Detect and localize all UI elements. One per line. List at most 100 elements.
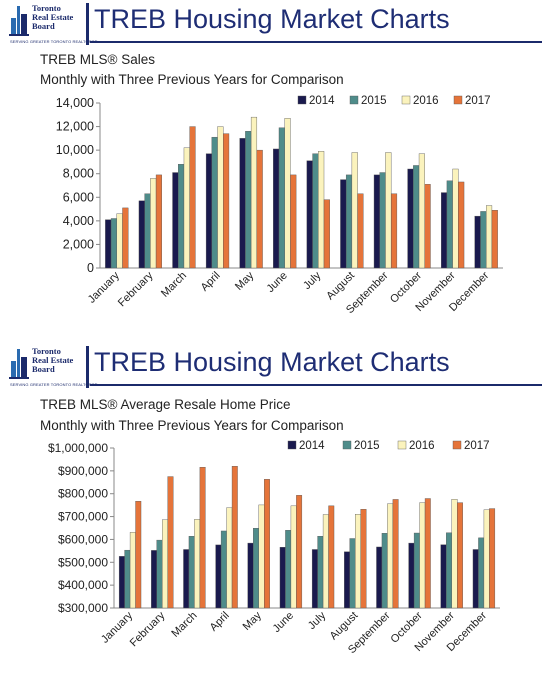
header-underline — [90, 41, 542, 43]
legend-label: 2014 — [309, 95, 335, 107]
bar-2017-september — [392, 499, 399, 609]
bar-2015-january — [124, 549, 131, 609]
bar-2017-october — [424, 184, 431, 269]
page-title: TREB Housing Market Charts — [94, 4, 450, 34]
bar-2015-february — [156, 539, 163, 609]
x-tick-label: June — [271, 610, 296, 635]
x-tick-label: July — [306, 609, 329, 632]
bar-2016-august — [351, 152, 358, 269]
bar-2017-may — [256, 149, 263, 269]
bar-2017-june — [290, 174, 297, 269]
building-icon — [9, 349, 29, 379]
bar-2015-march — [178, 164, 185, 269]
bar-2014-may — [247, 542, 254, 609]
legend-label: 2015 — [354, 440, 380, 452]
y-tick-label: 14,000 — [56, 96, 94, 110]
y-tick-label: 4,000 — [63, 214, 94, 228]
bar-2017-august — [357, 193, 364, 269]
legend-label: 2015 — [361, 95, 387, 107]
bar-2014-february — [138, 200, 145, 269]
bar-2015-october — [413, 532, 420, 609]
header-divider — [86, 3, 89, 45]
x-tick-label: February — [128, 609, 168, 649]
legend-swatch — [397, 440, 407, 450]
bar-2014-may — [239, 138, 246, 269]
bar-2017-july — [323, 199, 330, 269]
bar-2014-december — [474, 215, 481, 269]
bar-2017-april — [231, 466, 238, 609]
logo-line: Real Estate — [32, 355, 74, 365]
header: Toronto Real Estate Board SERVING GREATE… — [0, 343, 550, 389]
legend-label: 2017 — [464, 440, 490, 452]
y-tick-label: 12,000 — [56, 120, 94, 134]
y-tick-label: $500,000 — [58, 555, 108, 569]
x-tick-label: March — [169, 610, 199, 640]
y-tick-label: 8,000 — [63, 167, 94, 181]
bar-2014-july — [311, 549, 318, 609]
x-tick-label: May — [233, 269, 257, 293]
price-chart-panel: Toronto Real Estate Board SERVING GREATE… — [0, 343, 550, 680]
y-tick-label: $900,000 — [58, 464, 108, 478]
bar-2016-march — [194, 519, 201, 609]
legend-label: 2016 — [413, 95, 439, 107]
bar-2016-march — [183, 147, 190, 269]
y-tick-label: $1,000,000 — [48, 441, 108, 455]
bar-2015-july — [317, 536, 324, 609]
y-tick-label: $800,000 — [58, 487, 108, 501]
bar-2017-november — [458, 181, 465, 269]
bar-2014-march — [172, 172, 179, 269]
price-bar-chart: $300,000 $400,000 $500,000 $600,000 $700,000… — [48, 440, 500, 656]
bar-2015-august — [349, 538, 356, 609]
bar-2015-august — [345, 174, 353, 269]
bar-2015-january — [110, 218, 117, 269]
logo-line: Board — [32, 364, 55, 374]
bar-2016-april — [226, 507, 233, 609]
treb-logo: Toronto Real Estate Board SERVING GREATE… — [8, 4, 97, 46]
x-tick-label: April — [199, 270, 223, 294]
legend-label: 2014 — [299, 440, 325, 452]
bar-2014-september — [373, 174, 380, 269]
legend-swatch — [342, 440, 352, 450]
bar-2015-april — [220, 530, 227, 609]
bar-2015-november — [446, 532, 452, 609]
legend-label: 2016 — [409, 440, 435, 452]
bar-2014-october — [407, 168, 414, 269]
bar-2014-december — [472, 549, 479, 609]
bar-2017-november — [457, 502, 463, 609]
bar-2015-september — [379, 172, 386, 269]
legend-swatch — [287, 440, 297, 450]
y-tick-label: $600,000 — [58, 532, 108, 546]
bar-2015-may — [253, 528, 259, 609]
bar-2017-february — [155, 174, 162, 269]
building-icon — [9, 6, 29, 36]
bar-2014-march — [183, 549, 190, 609]
legend-label: 2017 — [465, 95, 491, 107]
legend-swatch — [452, 440, 462, 450]
bar-2015-december — [478, 537, 485, 609]
sales-bar-chart: 0 2,000 4,000 6,000 8,000 10,000 12,000 14,000 J… — [56, 95, 503, 316]
y-tick-label: $300,000 — [58, 601, 108, 615]
bar-2016-september — [387, 503, 394, 609]
bar-2016-november — [452, 168, 459, 269]
bar-2015-april — [211, 136, 218, 269]
sales-chart-panel: Toronto Real Estate Board SERVING GREATE… — [8, 3, 542, 316]
bar-2015-may — [245, 131, 252, 269]
logo-text: Toronto Real Estate Board — [32, 4, 73, 31]
bar-2017-january — [135, 501, 142, 609]
logo-text: Toronto Real Estate Board — [32, 347, 73, 374]
bar-2016-june — [284, 118, 291, 269]
bar-2016-november — [451, 499, 458, 609]
bar-2014-june — [273, 148, 280, 269]
legend-swatch — [401, 95, 411, 105]
bar-2017-april — [223, 133, 230, 269]
x-tick-label: March — [159, 270, 189, 300]
bar-2016-december — [483, 509, 490, 609]
treb-logo: Toronto Real Estate Board SERVING GREATE… — [8, 347, 97, 389]
bar-2015-june — [278, 127, 285, 269]
bar-2017-september — [390, 193, 398, 269]
header-underline — [90, 384, 542, 386]
chart-title: TREB MLS® Sales — [40, 52, 155, 67]
bar-2016-may — [250, 116, 258, 269]
bar-2014-june — [279, 546, 286, 609]
logo-line: Real Estate — [32, 12, 74, 22]
